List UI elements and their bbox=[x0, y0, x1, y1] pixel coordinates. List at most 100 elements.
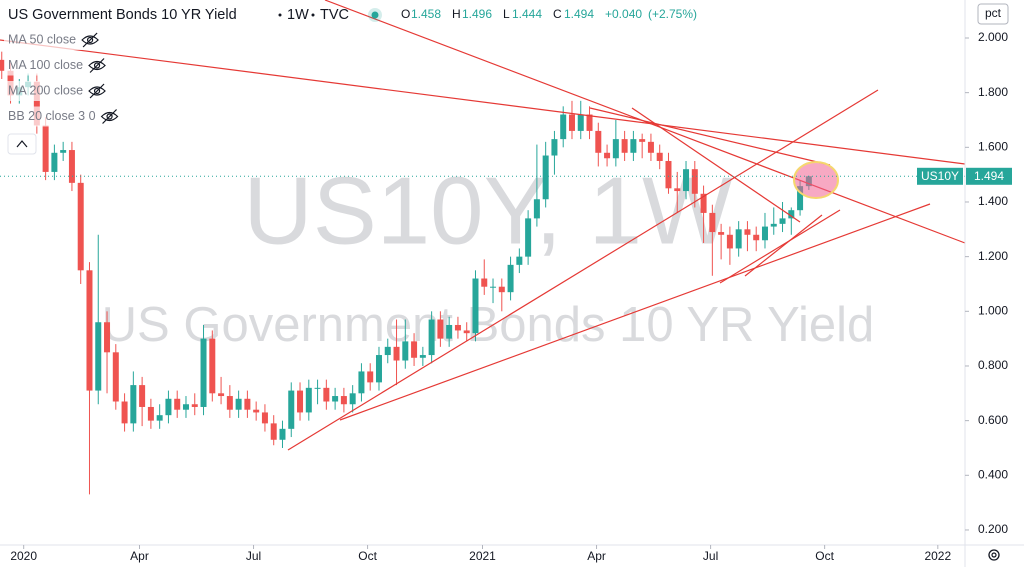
eye-slash bbox=[82, 32, 98, 48]
candle-body bbox=[261, 412, 268, 424]
x-tick-label: Oct bbox=[815, 549, 834, 563]
candle-body bbox=[481, 278, 488, 287]
collapse-button[interactable] bbox=[7, 133, 37, 155]
ohlc-letter: O bbox=[401, 7, 410, 21]
hidden-icon[interactable] bbox=[88, 58, 106, 73]
candle-body bbox=[349, 393, 356, 405]
candle-body bbox=[200, 338, 207, 407]
indicator-label: BB 20 close 3 0 bbox=[8, 109, 96, 123]
eye-pupil bbox=[106, 113, 113, 120]
candle-body bbox=[305, 387, 312, 413]
watermark: US10Y, 1W US Government Bonds 10 YR Yiel… bbox=[102, 157, 875, 352]
candle-body bbox=[533, 199, 540, 219]
candle-body bbox=[428, 319, 435, 356]
candle-body bbox=[709, 212, 716, 233]
drawings bbox=[0, 0, 966, 451]
candle-body bbox=[112, 352, 119, 402]
legend: US Government Bonds 10 YR Yield 1W TVC O… bbox=[8, 7, 697, 23]
candle-body bbox=[472, 278, 479, 334]
candle-body bbox=[226, 396, 233, 410]
gear-icon bbox=[991, 552, 997, 558]
eye-slash bbox=[102, 109, 117, 124]
trend-line bbox=[589, 107, 831, 166]
candle-body bbox=[340, 396, 347, 405]
symbol-tag bbox=[917, 167, 963, 185]
indicator-bg bbox=[4, 30, 116, 50]
x-tick-label: Jul bbox=[246, 549, 261, 563]
candle-body bbox=[577, 114, 584, 131]
eye-slash bbox=[89, 83, 105, 99]
symbol-title: US Government Bonds 10 YR Yield bbox=[8, 7, 237, 23]
candle-body bbox=[393, 346, 400, 361]
candle-body bbox=[797, 186, 804, 211]
candle-body bbox=[314, 387, 321, 389]
candle-body bbox=[95, 322, 102, 391]
candle-body bbox=[779, 218, 786, 224]
indicator-bg bbox=[4, 81, 116, 101]
exchange: TVC bbox=[320, 7, 349, 23]
indicator-label: MA 50 close bbox=[8, 32, 76, 46]
indicator-list: MA 50 close MA 100 close MA 200 close BB 20… bbox=[4, 30, 119, 127]
candle-body bbox=[130, 385, 137, 424]
axes: 0.200 0.400 0.600 0.800 1.000 1.200 1.400 1.600… bbox=[10, 30, 1008, 563]
trend-line bbox=[744, 214, 823, 277]
candle-body bbox=[630, 139, 637, 153]
candle-body bbox=[235, 398, 242, 410]
candle-body bbox=[209, 338, 216, 394]
settings-button[interactable] bbox=[988, 549, 1000, 561]
candle-body bbox=[375, 355, 382, 383]
candle-body bbox=[42, 125, 49, 172]
y-tick-label: 1.400 bbox=[978, 194, 1008, 208]
unit-button[interactable] bbox=[977, 3, 1009, 25]
candle-body bbox=[498, 286, 505, 293]
candle-body bbox=[253, 409, 260, 413]
candle-body bbox=[218, 393, 225, 397]
candle-body bbox=[297, 390, 304, 413]
candle-body bbox=[288, 390, 295, 429]
candle-body bbox=[656, 152, 663, 161]
candle-body bbox=[788, 210, 795, 219]
candle-body bbox=[683, 169, 690, 192]
candle-body bbox=[323, 387, 330, 402]
x-tick-label: Jul bbox=[703, 549, 718, 563]
candle-body bbox=[139, 385, 146, 407]
candle-body bbox=[437, 319, 444, 339]
candle-body bbox=[165, 398, 172, 416]
candle-body bbox=[60, 150, 67, 153]
y-tick-label: 1.200 bbox=[978, 249, 1008, 263]
candle-body bbox=[639, 139, 646, 142]
trend-line bbox=[719, 209, 841, 284]
candle-body bbox=[560, 114, 567, 140]
x-tick-label: 2020 bbox=[10, 549, 37, 563]
hidden-icon[interactable] bbox=[100, 109, 119, 124]
price-tag-label: 1.494 bbox=[974, 169, 1004, 183]
candle-body bbox=[446, 324, 453, 339]
change: +0.040 bbox=[605, 7, 642, 21]
y-tick-label: 0.600 bbox=[978, 413, 1008, 427]
ohlc-value: 1.496 bbox=[462, 7, 492, 21]
candle-body bbox=[51, 152, 58, 172]
y-tick-label: 2.000 bbox=[978, 30, 1008, 44]
hidden-icon[interactable] bbox=[88, 83, 106, 99]
collapse-icon bbox=[16, 140, 28, 148]
candle-body bbox=[761, 226, 768, 241]
candle-body bbox=[77, 182, 84, 271]
candle-body bbox=[691, 169, 698, 194]
price-tag bbox=[966, 167, 1012, 185]
watermark-title: US Government Bonds 10 YR Yield bbox=[102, 298, 875, 352]
change-percent: (+2.75%) bbox=[648, 7, 697, 21]
indicator-bg bbox=[4, 106, 116, 127]
candle-body bbox=[411, 341, 418, 358]
y-tick-label: 0.400 bbox=[978, 467, 1008, 481]
ohlc-letter: L bbox=[503, 7, 510, 21]
y-tick-label: 1.600 bbox=[978, 139, 1008, 153]
candle-body bbox=[367, 371, 374, 383]
candle-body bbox=[516, 256, 523, 265]
trend-line bbox=[287, 89, 879, 451]
hidden-icon[interactable] bbox=[81, 32, 99, 48]
candle-body bbox=[542, 155, 549, 200]
x-tick-label: 2021 bbox=[469, 549, 496, 563]
candle-body bbox=[244, 398, 251, 410]
ohlc-value: 1.494 bbox=[564, 7, 594, 21]
